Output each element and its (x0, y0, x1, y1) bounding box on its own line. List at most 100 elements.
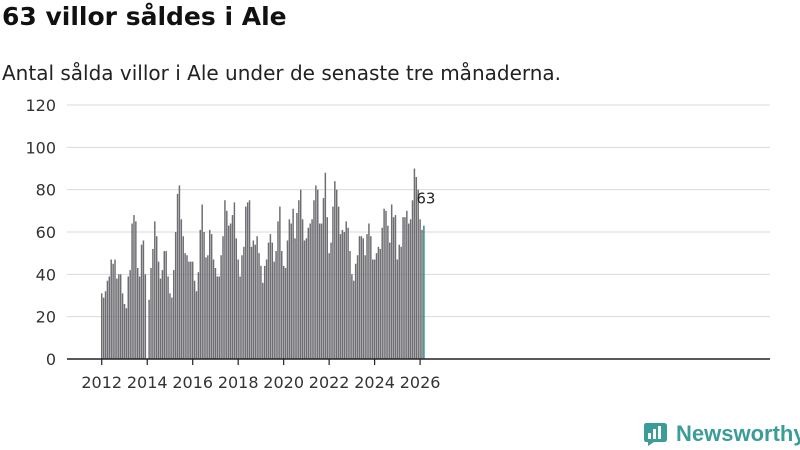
bar (411, 200, 414, 359)
bar (347, 227, 349, 359)
bar-latest (423, 225, 425, 359)
bar (106, 280, 109, 359)
bar (366, 234, 368, 359)
bar (152, 248, 154, 359)
bar (301, 219, 304, 359)
x-tick-label: 2024 (354, 373, 395, 392)
bar (133, 215, 135, 359)
bar (358, 236, 361, 359)
bar (184, 253, 186, 359)
bar (277, 221, 279, 359)
bar (142, 240, 145, 359)
bar (108, 276, 111, 359)
y-tick-label: 100 (25, 138, 56, 157)
x-tick-label: 2012 (81, 373, 122, 392)
x-tick-label: 2020 (263, 373, 304, 392)
bar (396, 259, 399, 359)
bar (262, 282, 264, 359)
bar (370, 236, 372, 359)
bar (318, 223, 321, 359)
bar (246, 202, 249, 359)
bar (212, 259, 215, 359)
bar (104, 291, 107, 359)
bar (161, 270, 164, 359)
bar (101, 293, 103, 359)
x-tick-label: 2018 (218, 373, 259, 392)
bar (260, 265, 262, 359)
bar (390, 204, 393, 359)
bar (180, 219, 183, 359)
bar (377, 246, 380, 359)
bar (421, 229, 423, 359)
bar (330, 242, 332, 359)
bar (258, 253, 260, 359)
bar (400, 246, 402, 359)
bar (241, 255, 243, 359)
bar (269, 234, 272, 359)
bar (119, 274, 122, 359)
bar (267, 242, 270, 359)
bar (371, 259, 374, 359)
bar (237, 259, 239, 359)
y-tick-label: 20 (36, 308, 56, 327)
bar (176, 193, 179, 359)
bar (309, 223, 311, 359)
bar (263, 265, 266, 359)
bar (171, 297, 173, 359)
bar (354, 263, 357, 359)
bar (193, 280, 196, 359)
bar (243, 246, 245, 359)
bar (324, 172, 327, 359)
bar (144, 274, 147, 359)
chart-subtitle: Antal sålda villor i Ale under de senast… (2, 61, 562, 85)
bar (131, 223, 133, 359)
bar (159, 278, 162, 359)
bar (140, 244, 143, 359)
y-tick-label: 120 (25, 96, 56, 115)
bar (373, 259, 376, 359)
x-tick-label: 2014 (127, 373, 168, 392)
bar (203, 232, 205, 359)
bar (294, 238, 296, 359)
bar (265, 259, 268, 359)
bar (121, 293, 124, 359)
y-tick-label: 40 (36, 265, 56, 284)
bar (337, 206, 340, 359)
bar (385, 210, 387, 359)
bar (112, 263, 114, 359)
bar (191, 261, 194, 359)
bar (317, 189, 319, 359)
bar (368, 223, 370, 359)
bar (299, 189, 302, 359)
bar (303, 240, 306, 359)
bar (313, 200, 315, 359)
bar (362, 238, 364, 359)
bar (407, 223, 410, 359)
bar (129, 270, 131, 359)
bar (218, 276, 220, 359)
bar (392, 217, 395, 359)
bar (210, 234, 213, 359)
y-tick-label: 0 (46, 350, 56, 369)
newsworthy-brand[interactable]: Newsworthy (643, 419, 800, 449)
bar (182, 236, 184, 359)
bar (137, 267, 139, 359)
bar (163, 251, 166, 359)
bar (335, 189, 338, 359)
x-tick-label: 2026 (400, 373, 441, 392)
bar (364, 255, 366, 359)
bar (135, 221, 137, 359)
bar (383, 208, 385, 359)
bar (186, 255, 188, 359)
bar (154, 221, 156, 359)
bar (286, 240, 289, 359)
bar (404, 217, 406, 359)
bar (273, 261, 275, 359)
bar (118, 274, 120, 359)
bar (209, 229, 211, 359)
bar (345, 221, 347, 359)
bar (343, 232, 346, 359)
bar (220, 255, 222, 359)
bar (311, 219, 313, 359)
